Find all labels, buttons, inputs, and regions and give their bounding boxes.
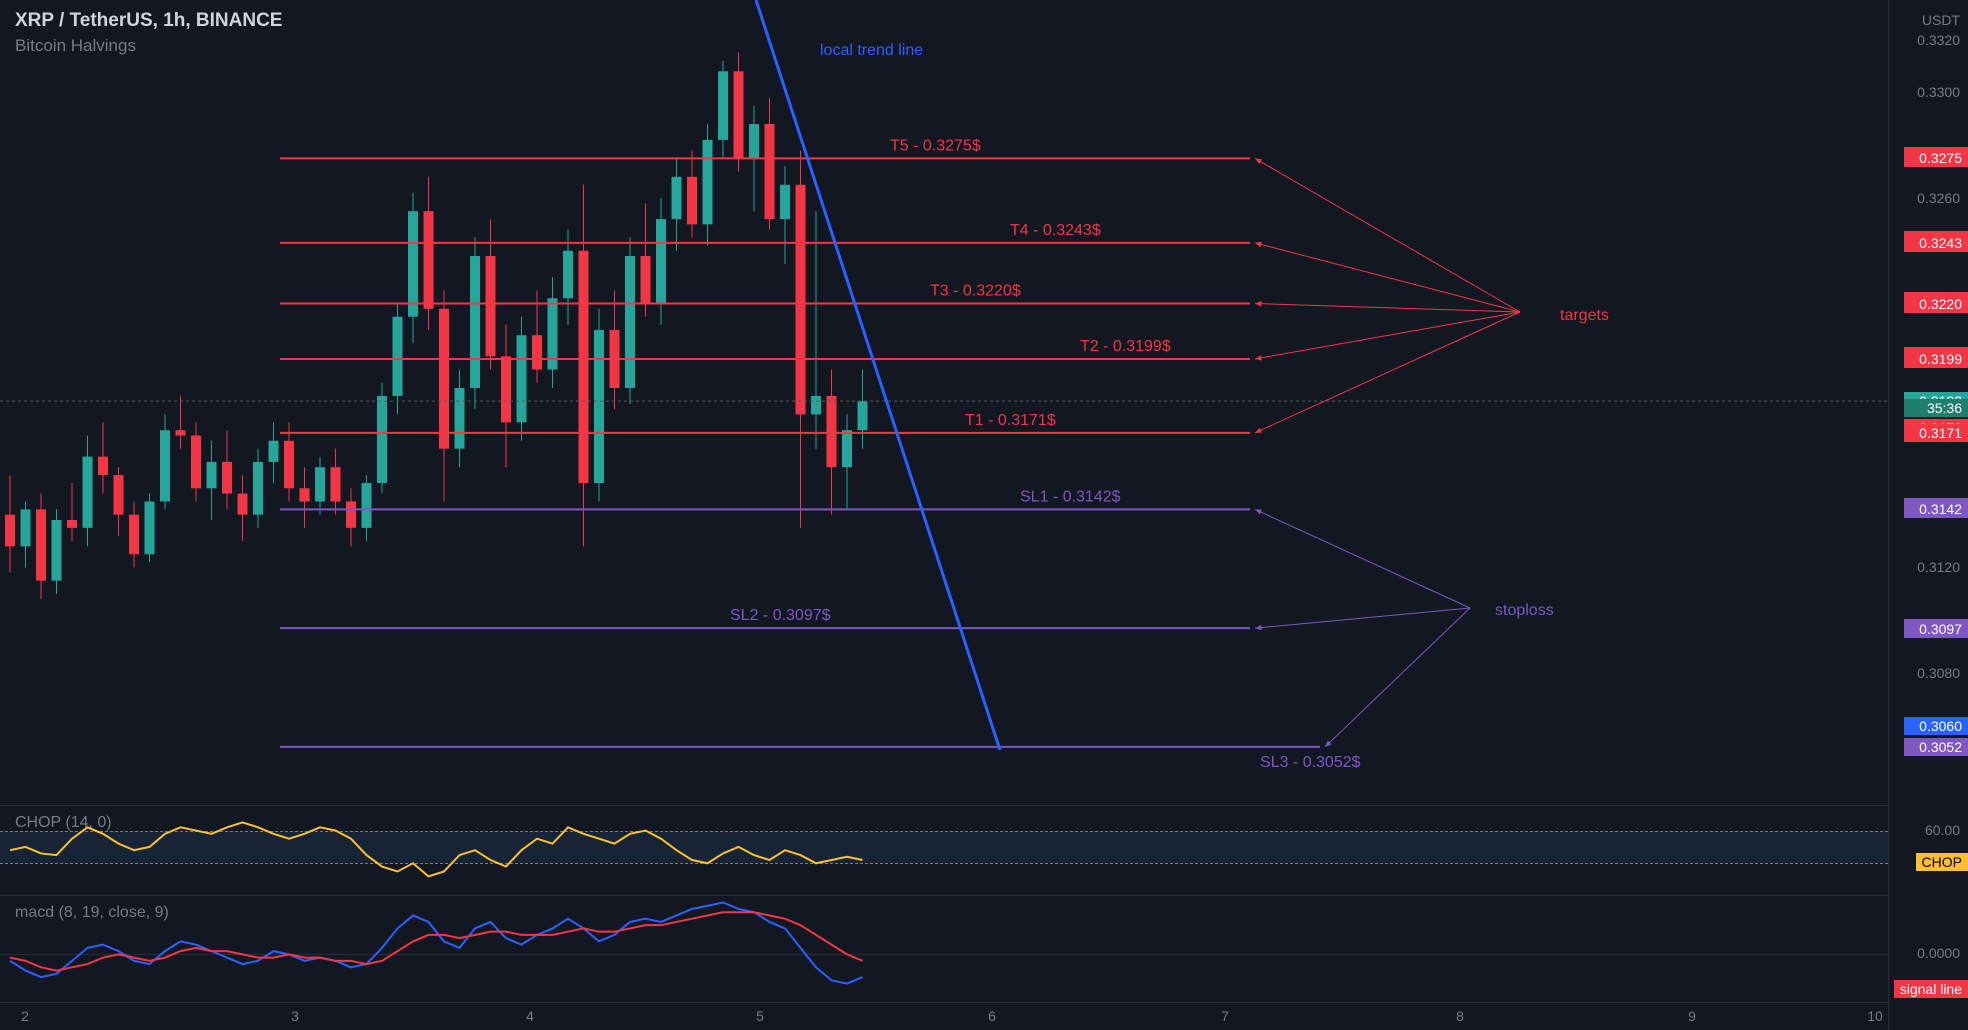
time-label: 5	[756, 1008, 764, 1024]
symbol-title[interactable]: XRP / TetherUS, 1h, BINANCE	[15, 10, 282, 32]
chart-overlay: T5 - 0.3275$ T4 - 0.3243$ T3 - 0.3220$ T2 -…	[0, 0, 1888, 805]
price-tag: 0.3142	[1904, 500, 1968, 518]
price-tag: 35:36	[1904, 399, 1968, 417]
study-subtitle[interactable]: Bitcoin Halvings	[15, 36, 282, 56]
price-tick: 0.3300	[1917, 84, 1960, 100]
chop-tag: CHOP	[1916, 853, 1968, 871]
time-label: 10	[1867, 1008, 1883, 1024]
time-label: 8	[1456, 1008, 1464, 1024]
chop-indicator-panel[interactable]: CHOP (14, 0)	[0, 805, 1888, 895]
price-tick: 0.3120	[1917, 559, 1960, 575]
time-label: 3	[291, 1008, 299, 1024]
svg-text:SL1 - 0.3142$: SL1 - 0.3142$	[1020, 488, 1121, 505]
price-tag: 0.3243	[1904, 234, 1968, 252]
svg-text:T3 - 0.3220$: T3 - 0.3220$	[930, 283, 1021, 300]
price-tag: 0.3275	[1904, 149, 1968, 167]
signal-line-tag: signal line	[1894, 980, 1968, 998]
time-label: 2	[21, 1008, 29, 1024]
svg-text:T5 - 0.3275$: T5 - 0.3275$	[890, 137, 981, 154]
chart-header: XRP / TetherUS, 1h, BINANCE Bitcoin Halv…	[15, 10, 282, 56]
main-price-panel[interactable]: T5 - 0.3275$ T4 - 0.3243$ T3 - 0.3220$ T2 -…	[0, 0, 1888, 805]
macd-lines	[0, 896, 1888, 1002]
price-tag: 0.3171	[1904, 424, 1968, 442]
svg-text:SL3 - 0.3052$: SL3 - 0.3052$	[1260, 754, 1361, 771]
svg-text:T4 - 0.3243$: T4 - 0.3243$	[1010, 222, 1101, 239]
time-label: 7	[1221, 1008, 1229, 1024]
price-tick: 0.3080	[1917, 665, 1960, 681]
time-label: 4	[526, 1008, 534, 1024]
price-tag: 0.3060	[1904, 717, 1968, 735]
svg-text:stoploss: stoploss	[1495, 602, 1554, 619]
chart-root: XRP / TetherUS, 1h, BINANCE Bitcoin Halv…	[0, 0, 1968, 1030]
time-axis[interactable]: 2 3 4 5 6 7 8 9 10	[0, 1002, 1888, 1030]
price-tag: 0.3097	[1904, 620, 1968, 638]
price-tag: 0.3220	[1904, 295, 1968, 313]
quote-currency: USDT	[1922, 12, 1960, 28]
macd-tick: 0.0000	[1917, 945, 1960, 961]
price-tag: 0.3052	[1904, 738, 1968, 756]
svg-text:targets: targets	[1560, 307, 1609, 324]
svg-text:SL2 - 0.3097$: SL2 - 0.3097$	[730, 607, 831, 624]
time-label: 6	[988, 1008, 996, 1024]
svg-text:T1 - 0.3171$: T1 - 0.3171$	[965, 412, 1056, 429]
chop-line	[0, 806, 1888, 895]
chop-tick: 60.00	[1925, 822, 1960, 838]
time-label: 9	[1688, 1008, 1696, 1024]
svg-text:local trend line: local trend line	[820, 42, 923, 59]
svg-text:T2 - 0.3199$: T2 - 0.3199$	[1080, 338, 1171, 355]
price-axis[interactable]: USDT 0.3320 0.3300 0.3260 0.3120 0.3080 0.32…	[1888, 0, 1968, 1030]
macd-indicator-panel[interactable]: macd (8, 19, close, 9)	[0, 895, 1888, 1002]
price-tick: 0.3320	[1917, 32, 1960, 48]
price-tick: 0.3260	[1917, 190, 1960, 206]
price-tag: 0.3199	[1904, 350, 1968, 368]
